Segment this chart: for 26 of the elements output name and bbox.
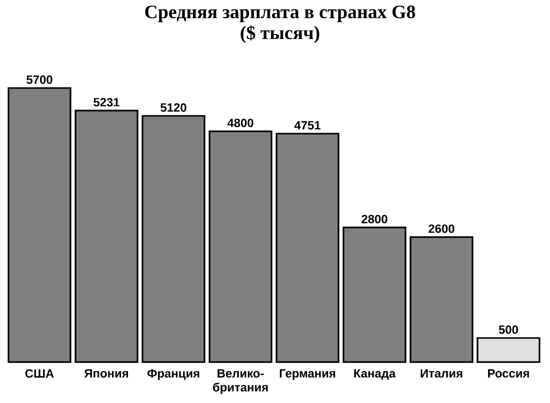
x-tick-label: Германия [280, 369, 336, 380]
data-label: 4800 [227, 118, 254, 128]
x-tick-label: США [25, 369, 54, 378]
chart-title: Средняя зарплата в странах G8 [145, 6, 416, 22]
x-tick-label: Италия [420, 369, 462, 378]
x-tick-label: Россия [488, 369, 529, 378]
data-label: 4751 [294, 121, 320, 130]
bar [410, 236, 474, 363]
bar [476, 337, 540, 363]
x-tick-label: Франция [147, 369, 200, 380]
x-tick-label: Канада [354, 369, 396, 380]
bar [276, 132, 340, 363]
data-label: 5700 [26, 75, 52, 84]
bar [8, 87, 72, 363]
data-label: 5231 [94, 98, 120, 106]
x-tick-label: Велико-британия [213, 369, 268, 394]
chart-subtitle: ($ тысяч) [240, 25, 320, 44]
x-tick-label: Япония [84, 369, 128, 378]
data-label: 2600 [428, 224, 454, 233]
bar [74, 110, 138, 363]
bar [208, 130, 272, 363]
data-label: 5120 [160, 103, 186, 112]
data-label: 2800 [362, 214, 388, 224]
data-label: 500 [498, 325, 518, 334]
bar [142, 115, 206, 363]
bar [342, 226, 406, 363]
